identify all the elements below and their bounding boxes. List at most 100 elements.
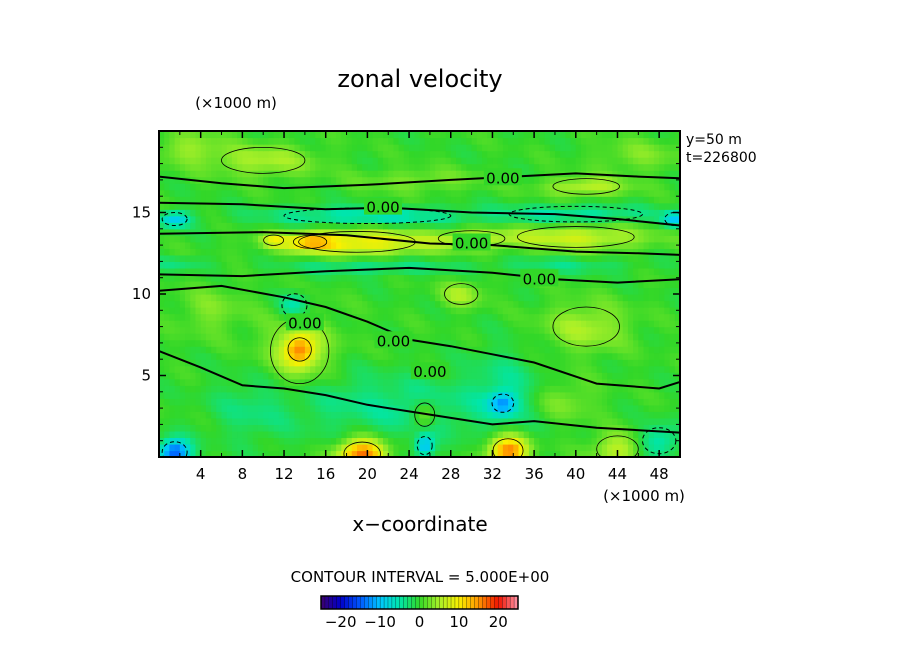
field-cell [320, 430, 327, 439]
field-cell [601, 183, 608, 191]
field-cell [403, 144, 410, 152]
field-cell [627, 339, 634, 347]
field-cell [377, 372, 384, 380]
field-cell [351, 430, 358, 439]
field-cell [445, 183, 452, 191]
field-cell [424, 378, 431, 386]
field-cell [414, 417, 421, 425]
field-cell [544, 372, 551, 380]
field-cell [471, 326, 478, 334]
field-cell [310, 443, 316, 452]
field-cell [268, 333, 275, 341]
field-cell [273, 417, 280, 425]
field-cell [315, 170, 322, 178]
field-cell [627, 241, 634, 249]
field-cell [362, 228, 368, 236]
field-cell [539, 404, 546, 412]
field-cell [289, 391, 296, 399]
field-cell [242, 430, 249, 439]
field-cell [211, 359, 217, 367]
field-cell [216, 417, 223, 425]
field-cell [435, 385, 441, 393]
field-cell [185, 215, 191, 223]
field-cell [330, 150, 337, 158]
field-cell [554, 313, 561, 321]
field-cell [617, 163, 624, 171]
field-cell [482, 359, 488, 367]
field-cell [185, 391, 191, 399]
field-cell [299, 261, 306, 269]
field-cell [607, 287, 613, 295]
field-cell [596, 300, 603, 308]
field-cell [424, 404, 431, 412]
field-cell [633, 359, 639, 367]
field-cell [346, 267, 353, 276]
field-cell [648, 411, 655, 419]
field-cell [294, 189, 301, 197]
field-cell [539, 196, 546, 204]
field-cell [325, 424, 332, 432]
field-cell [659, 398, 665, 406]
field-cell [513, 235, 520, 243]
field-cell [492, 411, 499, 419]
field-cell [607, 300, 613, 308]
field-cell [664, 417, 671, 425]
field-cell [596, 378, 603, 386]
field-cell [565, 241, 572, 249]
field-cell [539, 248, 546, 256]
field-cell [409, 215, 415, 223]
field-cell [575, 424, 582, 432]
field-cell [659, 339, 665, 347]
field-cell [622, 359, 629, 367]
field-cell [570, 391, 577, 399]
field-cell [294, 430, 301, 439]
field-cell [195, 170, 202, 178]
field-cell [351, 404, 358, 412]
field-cell [554, 215, 561, 223]
field-cell [617, 307, 624, 315]
field-cell [383, 398, 389, 406]
field-cell [257, 430, 264, 439]
field-cell [216, 131, 223, 139]
field-cell [440, 437, 447, 445]
field-cell [325, 378, 332, 386]
field-cell [513, 294, 520, 302]
field-cell [320, 385, 327, 393]
field-cell [596, 215, 603, 223]
field-cell [440, 333, 447, 341]
field-cell [211, 176, 217, 184]
field-cell [653, 398, 660, 406]
field-cell [200, 339, 207, 347]
field-cell [284, 150, 290, 158]
field-cell [205, 313, 212, 321]
field-cell [659, 176, 665, 184]
field-cell [294, 411, 301, 419]
field-cell [508, 313, 514, 321]
field-cell [231, 424, 238, 432]
field-cell [237, 398, 243, 406]
field-cell [362, 254, 368, 262]
field-cell [466, 202, 473, 210]
field-cell [211, 437, 217, 445]
field-cell [231, 333, 238, 341]
field-cell [570, 346, 577, 354]
field-cell [362, 333, 368, 341]
field-cell [476, 372, 483, 380]
field-cell [424, 300, 431, 308]
field-cell [211, 385, 217, 393]
field-cell [289, 131, 296, 139]
field-cell [216, 137, 223, 145]
field-cell [362, 163, 368, 171]
field-cell [393, 320, 400, 328]
field-cell [211, 248, 217, 256]
field-cell [461, 131, 467, 139]
field-cell [216, 424, 223, 432]
field-cell [403, 326, 410, 334]
field-cell [586, 235, 593, 243]
field-cell [419, 209, 426, 217]
field-cell [409, 144, 415, 152]
field-cell [325, 215, 332, 223]
field-cell [341, 320, 348, 328]
field-cell [195, 241, 202, 249]
field-cell [388, 398, 395, 406]
